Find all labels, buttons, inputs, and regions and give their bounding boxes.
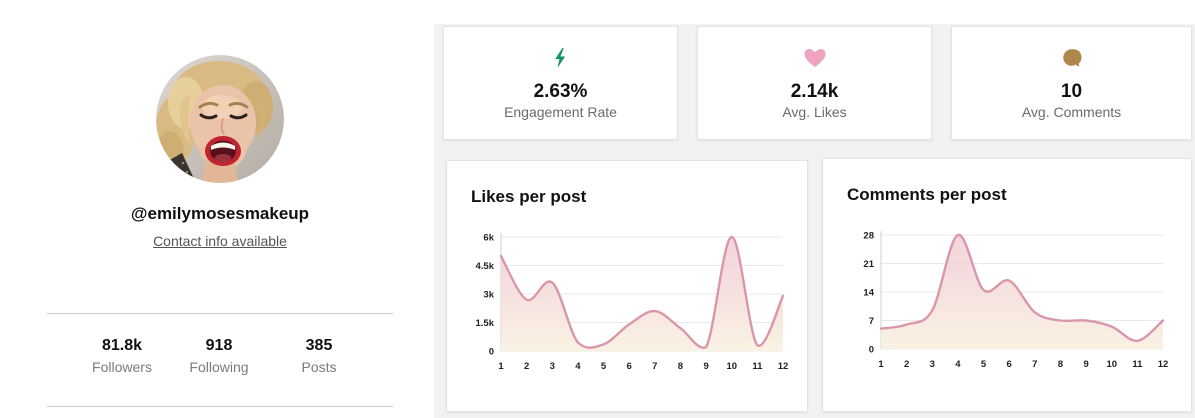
svg-text:7: 7: [1032, 359, 1037, 370]
svg-text:3: 3: [930, 359, 935, 370]
posts-label: Posts: [301, 359, 337, 375]
svg-text:11: 11: [752, 361, 763, 372]
following-value: 918: [205, 337, 233, 354]
svg-text:7: 7: [869, 316, 874, 327]
svg-text:6: 6: [627, 361, 632, 372]
avg-comments-card: 10 Avg. Comments: [951, 26, 1192, 140]
svg-text:6: 6: [1007, 359, 1012, 370]
posts-value: 385: [305, 337, 333, 354]
svg-text:8: 8: [1058, 359, 1063, 370]
lightning-icon: [550, 46, 572, 70]
divider-bottom: [47, 406, 393, 407]
svg-text:1: 1: [498, 361, 504, 372]
svg-text:6k: 6k: [483, 233, 494, 244]
engagement-rate-value: 2.63%: [533, 81, 588, 102]
svg-text:2: 2: [524, 361, 529, 372]
svg-text:1: 1: [878, 359, 884, 370]
svg-text:11: 11: [1132, 359, 1143, 370]
stat-followers: 81.8k Followers: [62, 336, 182, 377]
svg-text:0: 0: [869, 345, 874, 356]
following-label: Following: [189, 359, 249, 375]
comments-chart-card: Comments per post 0 7 14 21 28 1 2 3 4 5 6 7 8 9 10 11 1…: [822, 158, 1192, 412]
svg-text:14: 14: [863, 288, 874, 299]
svg-text:10: 10: [1106, 359, 1117, 370]
svg-text:4: 4: [575, 361, 581, 372]
svg-text:0: 0: [489, 347, 494, 358]
svg-text:8: 8: [678, 361, 683, 372]
svg-text:5: 5: [981, 359, 987, 370]
svg-text:2: 2: [904, 359, 909, 370]
svg-text:1.5k: 1.5k: [476, 318, 495, 329]
heart-icon: [803, 46, 827, 70]
avg-likes-label: Avg. Likes: [782, 104, 847, 120]
svg-text:4.5k: 4.5k: [476, 261, 495, 272]
comment-icon: [1061, 46, 1083, 70]
avg-likes-card: 2.14k Avg. Likes: [697, 26, 932, 140]
svg-text:5: 5: [601, 361, 607, 372]
contact-info-link-wrap: Contact info available: [0, 233, 440, 249]
divider-top: [47, 313, 393, 314]
svg-text:9: 9: [703, 361, 708, 372]
comments-chart-title: Comments per post: [847, 185, 1007, 204]
svg-text:12: 12: [778, 361, 789, 372]
avg-likes-value: 2.14k: [790, 81, 839, 102]
followers-label: Followers: [92, 359, 152, 375]
stat-following: 918 Following: [159, 336, 279, 377]
svg-text:9: 9: [1083, 359, 1088, 370]
avg-comments-label: Avg. Comments: [1021, 104, 1122, 120]
svg-text:10: 10: [726, 361, 737, 372]
avatar: [156, 55, 284, 183]
svg-text:3: 3: [550, 361, 555, 372]
svg-text:28: 28: [863, 231, 874, 242]
stat-posts: 385 Posts: [259, 336, 379, 377]
svg-text:21: 21: [863, 259, 874, 270]
likes-chart-title: Likes per post: [471, 187, 587, 206]
contact-info-link[interactable]: Contact info available: [153, 233, 287, 249]
svg-text:12: 12: [1158, 359, 1169, 370]
followers-value: 81.8k: [101, 337, 143, 354]
avg-comments-value: 10: [1060, 81, 1083, 102]
likes-chart-card: Likes per post 0 1.5k 3k 4.5k 6k 1 2 3 4 5 6 7 8 9 10 1…: [446, 160, 808, 412]
profile-username: @emilymosesmakeup: [130, 204, 310, 223]
svg-text:4: 4: [955, 359, 961, 370]
engagement-rate-card: 2.63% Engagement Rate: [443, 26, 678, 140]
profile-panel: @emilymosesmakeup Contact info available…: [0, 0, 440, 418]
profile-photo: [156, 55, 284, 183]
engagement-rate-label: Engagement Rate: [504, 104, 617, 120]
svg-text:7: 7: [652, 361, 657, 372]
svg-text:3k: 3k: [483, 290, 494, 301]
